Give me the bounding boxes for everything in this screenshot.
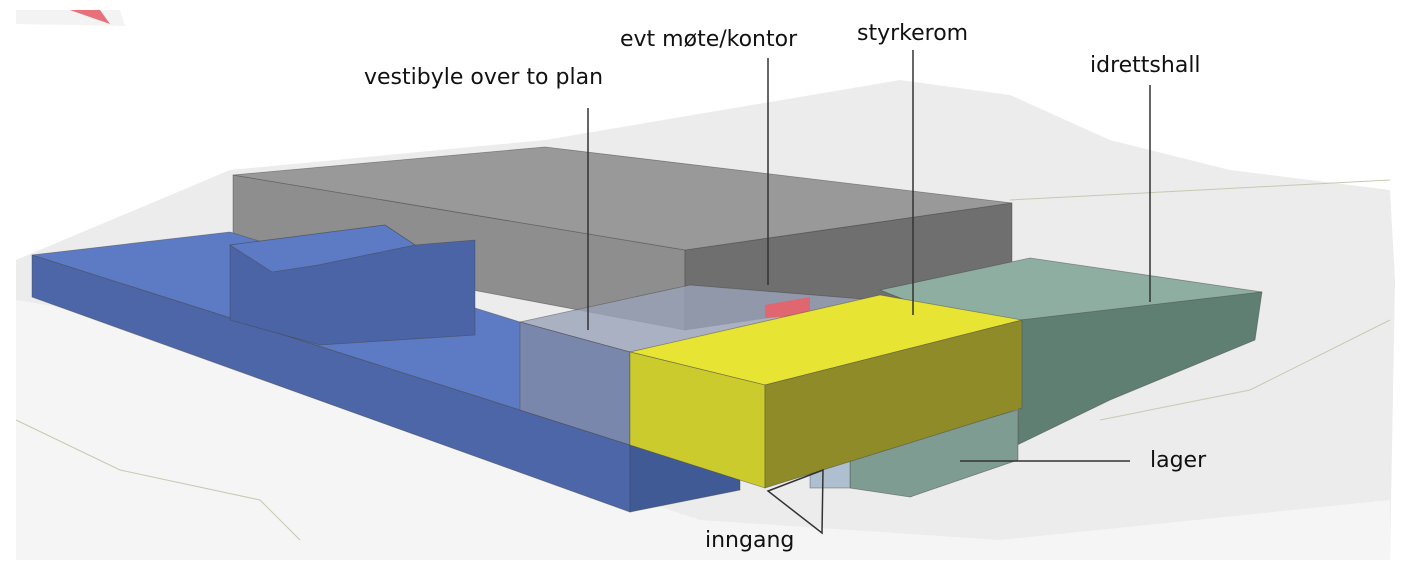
label: evt møte/kontor [620,27,798,52]
label: inngang [705,528,794,553]
label: styrkerom [857,21,968,46]
label: idrettshall [1090,53,1201,78]
label: vestibyle over to plan [364,65,603,90]
massing-diagram: vestibyle over to plan evt møte/kontor s… [0,0,1404,564]
label: lager [1150,448,1207,473]
